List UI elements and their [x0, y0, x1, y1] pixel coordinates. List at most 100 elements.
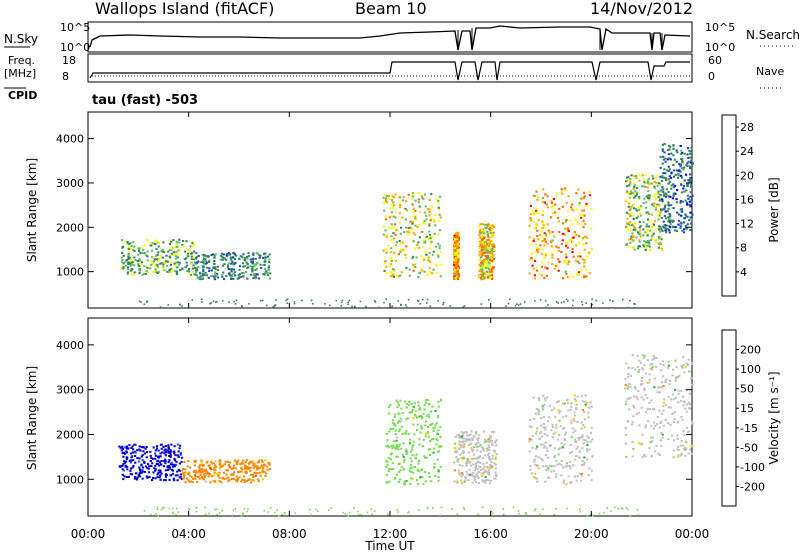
- power-cell: [529, 258, 532, 261]
- power-cell: [484, 249, 487, 252]
- velocity-cell: [456, 513, 459, 515]
- power-cell: [670, 219, 673, 222]
- velocity-cell: [478, 434, 481, 437]
- power-cell: [417, 276, 420, 278]
- power-cell: [534, 300, 536, 302]
- velocity-cell: [389, 458, 392, 461]
- velocity-cell: [160, 463, 163, 466]
- velocity-cell: [213, 480, 216, 483]
- power-cell: [252, 257, 255, 260]
- velocity-cell: [183, 474, 186, 477]
- power-cell: [228, 301, 230, 303]
- velocity-cell: [590, 479, 593, 481]
- power-cell: [637, 209, 640, 212]
- power-cell: [399, 226, 403, 229]
- power-cell: [629, 182, 632, 185]
- power-cell: [162, 263, 165, 266]
- power-cell: [481, 261, 484, 264]
- power-cell: [668, 175, 671, 178]
- velocity-cell: [399, 420, 402, 423]
- velocity-cell: [244, 472, 248, 475]
- power-cell: [382, 225, 386, 228]
- velocity-cell: [661, 436, 664, 439]
- power-cell: [690, 159, 693, 162]
- velocity-cell: [122, 463, 125, 466]
- velocity-cell: [567, 409, 570, 412]
- velocity-cell: [417, 404, 420, 407]
- power-cell: [669, 176, 673, 179]
- velocity-cell: [414, 457, 417, 460]
- velocity-cell: [122, 451, 125, 454]
- power-cell: [393, 270, 396, 273]
- velocity-cell: [476, 461, 479, 463]
- power-cell: [625, 227, 628, 230]
- power-cell: [414, 224, 417, 227]
- power-cell: [457, 250, 460, 253]
- power-cell: [686, 153, 689, 156]
- power-cell: [643, 181, 646, 184]
- velocity-cell: [584, 394, 587, 397]
- velocity-cell: [569, 443, 572, 446]
- velocity-cell: [640, 380, 643, 382]
- velocity-cell: [676, 420, 680, 423]
- velocity-cell: [479, 450, 482, 453]
- power-cell: [491, 245, 495, 248]
- velocity-cell: [644, 455, 647, 458]
- velocity-cell: [157, 449, 160, 452]
- velocity-cell: [643, 453, 646, 456]
- power-cell: [649, 249, 652, 251]
- power-cell: [430, 240, 433, 243]
- velocity-cell: [241, 478, 244, 481]
- velocity-cell: [344, 513, 347, 515]
- velocity-cell: [419, 431, 422, 434]
- velocity-cell: [222, 471, 225, 474]
- velocity-cell: [229, 461, 232, 464]
- power-cell: [433, 214, 437, 216]
- velocity-cell: [638, 369, 641, 371]
- velocity-cell: [254, 474, 257, 477]
- power-cell: [664, 195, 667, 198]
- velocity-cell: [426, 399, 429, 401]
- power-cell: [485, 260, 488, 263]
- power-cell: [208, 267, 211, 270]
- velocity-cell: [651, 440, 654, 443]
- velocity-cell: [628, 383, 631, 385]
- velocity-cell: [227, 476, 230, 479]
- velocity-cell: [646, 381, 649, 384]
- velocity-cell: [528, 450, 531, 453]
- velocity-cell: [436, 458, 439, 461]
- power-cell: [479, 232, 482, 235]
- velocity-cell: [643, 389, 646, 392]
- velocity-cell: [145, 446, 148, 448]
- power-cell: [390, 223, 393, 226]
- power-cell: [390, 247, 393, 250]
- power-cell: [487, 257, 490, 259]
- velocity-marks: [118, 354, 694, 517]
- velocity-cell: [186, 465, 189, 468]
- velocity-cell: [154, 512, 157, 515]
- power-cell: [563, 187, 566, 190]
- velocity-cell: [385, 432, 388, 435]
- power-cell: [391, 206, 395, 209]
- power-cell: [664, 160, 667, 163]
- power-cell: [207, 255, 210, 258]
- power-cell: [583, 235, 586, 238]
- power-cell: [202, 259, 205, 261]
- power-cell: [483, 245, 486, 248]
- power-cell: [577, 271, 581, 274]
- power-cell: [483, 276, 486, 279]
- power-cell: [131, 261, 134, 264]
- velocity-cell: [164, 469, 167, 472]
- velocity-cell: [235, 480, 238, 483]
- velocity-cell: [433, 426, 436, 429]
- power-cell: [626, 217, 629, 220]
- power-cell: [453, 249, 456, 252]
- velocity-cell: [194, 474, 197, 477]
- velocity-cell: [132, 448, 135, 451]
- power-cell: [483, 254, 486, 257]
- power-cell: [658, 203, 661, 206]
- power-cell: [679, 225, 682, 228]
- power-cell: [437, 200, 440, 202]
- velocity-cell: [218, 473, 221, 475]
- power-cell: [126, 268, 130, 271]
